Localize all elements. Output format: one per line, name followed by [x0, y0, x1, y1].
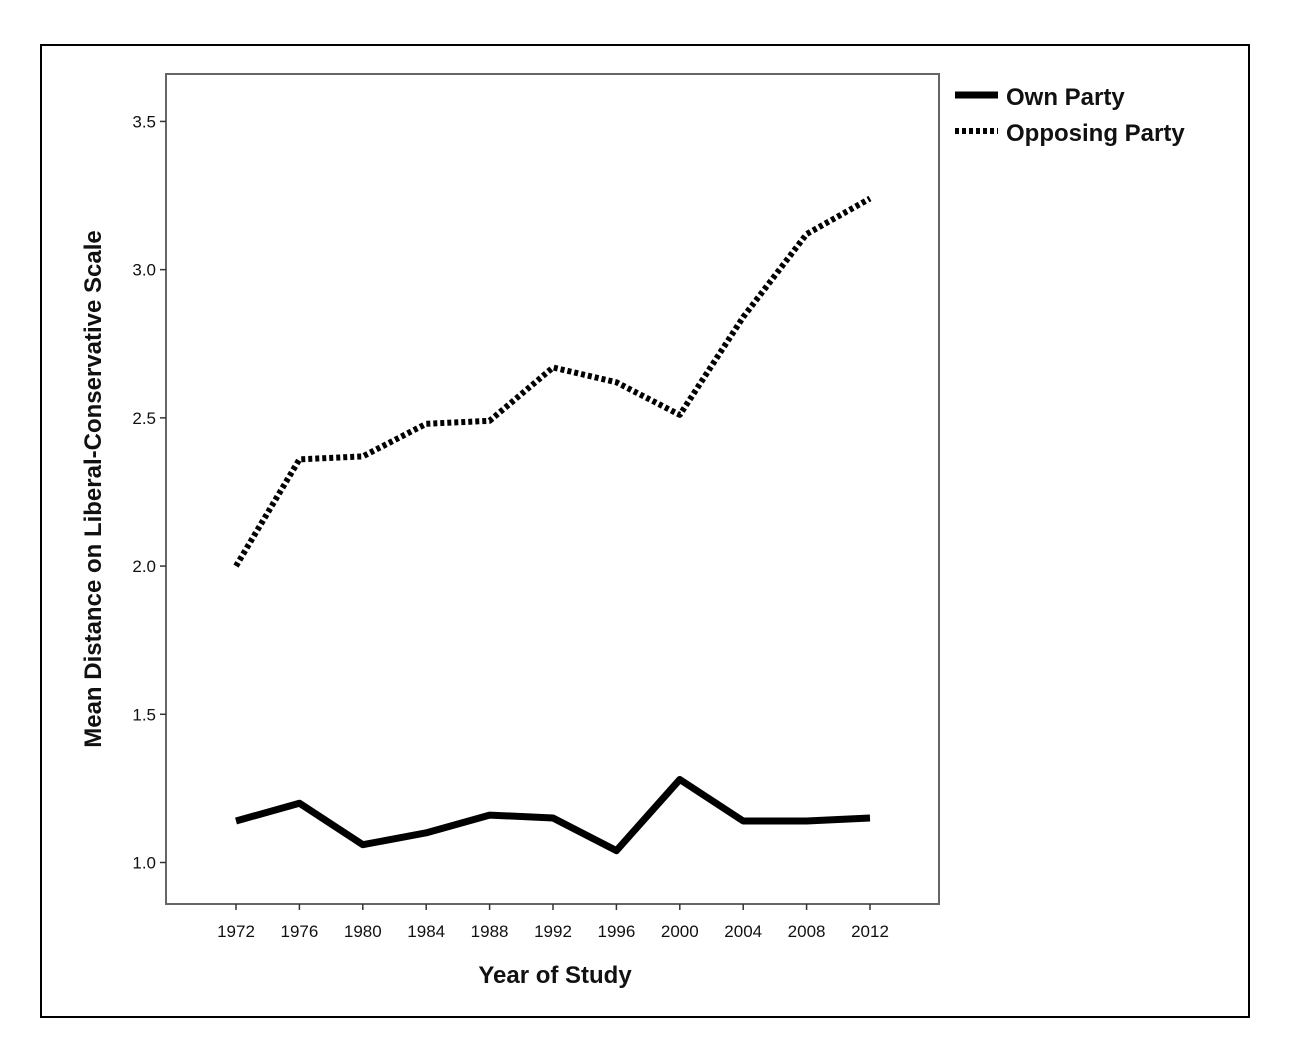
x-tick-label: 1992	[534, 922, 572, 941]
legend-label: Own Party	[1006, 84, 1125, 111]
x-tick-label: 2000	[661, 922, 699, 941]
figure-frame	[40, 44, 1250, 1018]
x-tick-label: 2004	[724, 922, 762, 941]
y-tick-label: 3.0	[132, 261, 156, 280]
y-tick-label: 1.5	[132, 705, 156, 724]
plot-area	[165, 73, 940, 905]
x-tick-label: 2012	[851, 922, 889, 941]
x-axis-title: Year of Study	[478, 962, 632, 989]
x-tick-label: 1996	[597, 922, 635, 941]
x-tick-label: 1980	[344, 922, 382, 941]
legend: Own Party Opposing Party	[955, 84, 1185, 147]
y-axis-title: Mean Distance on Liberal-Conservative Sc…	[80, 230, 107, 748]
series-line-opposing-party	[233, 195, 872, 568]
y-tick-label: 1.0	[132, 854, 156, 873]
x-tick-label: 1972	[217, 922, 255, 941]
y-tick-label: 2.0	[132, 557, 156, 576]
series-line-own-party	[235, 776, 871, 855]
y-tick-label: 2.5	[132, 409, 156, 428]
x-tick-label: 1976	[280, 922, 318, 941]
x-tick-label: 2008	[788, 922, 826, 941]
y-axis: 1.0 1.5 2.0 2.5 3.0 3.5	[132, 112, 166, 873]
series-lines	[233, 195, 872, 855]
x-tick-label: 1988	[471, 922, 509, 941]
x-axis: 1972 1976 1980 1984 1988 1992 1996 2000 2004 2008…	[217, 904, 889, 941]
y-tick-label: 3.5	[132, 112, 156, 131]
x-tick-label: 1984	[407, 922, 445, 941]
legend-label: Opposing Party	[1006, 120, 1185, 147]
plot-border	[165, 73, 940, 905]
